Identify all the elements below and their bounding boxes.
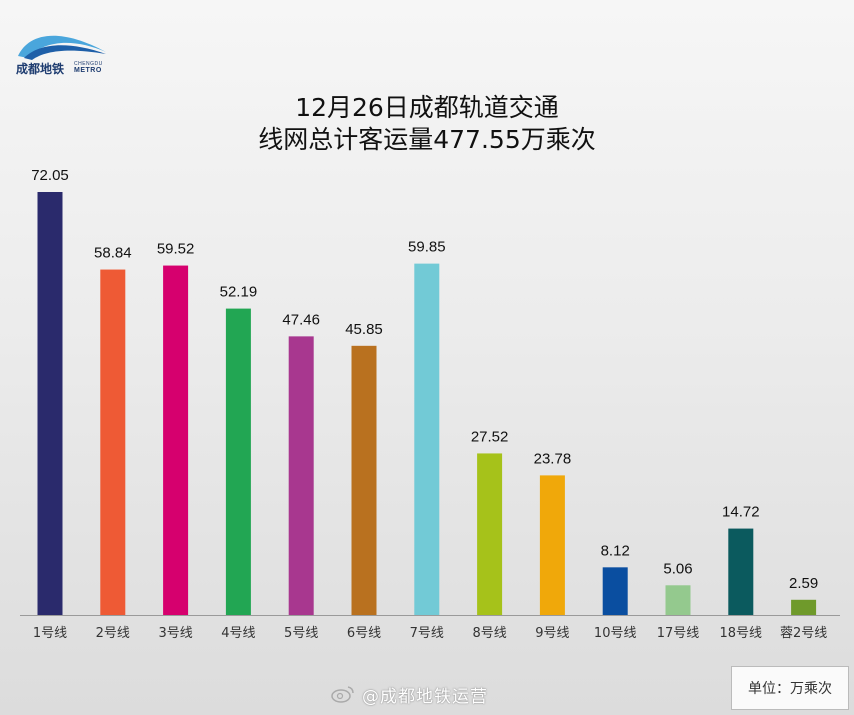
x-tick-label-10: 10号线 xyxy=(594,626,637,641)
unit-label-box: 单位：万乘次 xyxy=(731,666,849,710)
x-tick-label-9: 9号线 xyxy=(535,626,569,641)
x-tick-label-5: 5号线 xyxy=(284,626,318,641)
bar-5 xyxy=(288,336,314,615)
data-label-1: 72.05 xyxy=(31,167,69,184)
unit-label: 单位：万乘次 xyxy=(748,681,832,697)
data-label-2: 58.84 xyxy=(94,245,132,262)
x-tick-label-3: 3号线 xyxy=(158,626,192,641)
chart-title-line2: 线网总计客运量477.55万乘次 xyxy=(258,125,596,154)
data-label-13: 2.59 xyxy=(789,575,818,592)
data-label-3: 59.52 xyxy=(157,241,195,258)
data-label-6: 45.85 xyxy=(345,321,383,338)
x-tick-label-12: 18号线 xyxy=(720,626,763,641)
chengdu-metro-logo-icon xyxy=(18,35,106,60)
x-tick-label-4: 4号线 xyxy=(221,626,255,641)
bar-1 xyxy=(37,192,63,615)
weibo-icon xyxy=(331,686,354,703)
watermark-text: @成都地铁运营 xyxy=(362,687,488,707)
chart-title-line1: 12月26日成都轨道交通 xyxy=(295,93,559,122)
bar-6 xyxy=(351,345,377,615)
bar-10 xyxy=(602,567,628,615)
bar-9 xyxy=(539,475,565,615)
data-label-9: 23.78 xyxy=(534,450,572,467)
data-label-12: 14.72 xyxy=(722,504,760,521)
x-tick-label-2: 2号线 xyxy=(96,626,130,641)
bar-11 xyxy=(665,585,691,615)
bar-4 xyxy=(225,308,251,615)
data-label-8: 27.52 xyxy=(471,428,509,445)
logo-text-en-bottom: METRO xyxy=(74,67,102,74)
x-tick-label-1: 1号线 xyxy=(33,626,67,641)
x-tick-label-6: 6号线 xyxy=(347,626,381,641)
data-label-10: 8.12 xyxy=(601,542,630,559)
logo-text-cn: 成都地铁 xyxy=(16,62,65,76)
bar-12 xyxy=(728,528,754,615)
x-tick-label-13: 蓉2号线 xyxy=(780,626,827,641)
data-label-4: 52.19 xyxy=(220,284,258,301)
data-label-11: 5.06 xyxy=(663,560,692,577)
bar-7 xyxy=(414,263,440,615)
logo-text-en-top: CHENGDU xyxy=(74,61,103,67)
x-tick-label-11: 17号线 xyxy=(657,626,700,641)
data-label-5: 47.46 xyxy=(282,311,320,328)
bar-13 xyxy=(791,599,817,615)
x-tick-label-8: 8号线 xyxy=(472,626,506,641)
data-label-7: 59.85 xyxy=(408,239,446,256)
bar-2 xyxy=(100,269,126,615)
bar-8 xyxy=(477,453,503,615)
x-tick-label-7: 7号线 xyxy=(410,626,444,641)
bar-3 xyxy=(163,265,189,615)
